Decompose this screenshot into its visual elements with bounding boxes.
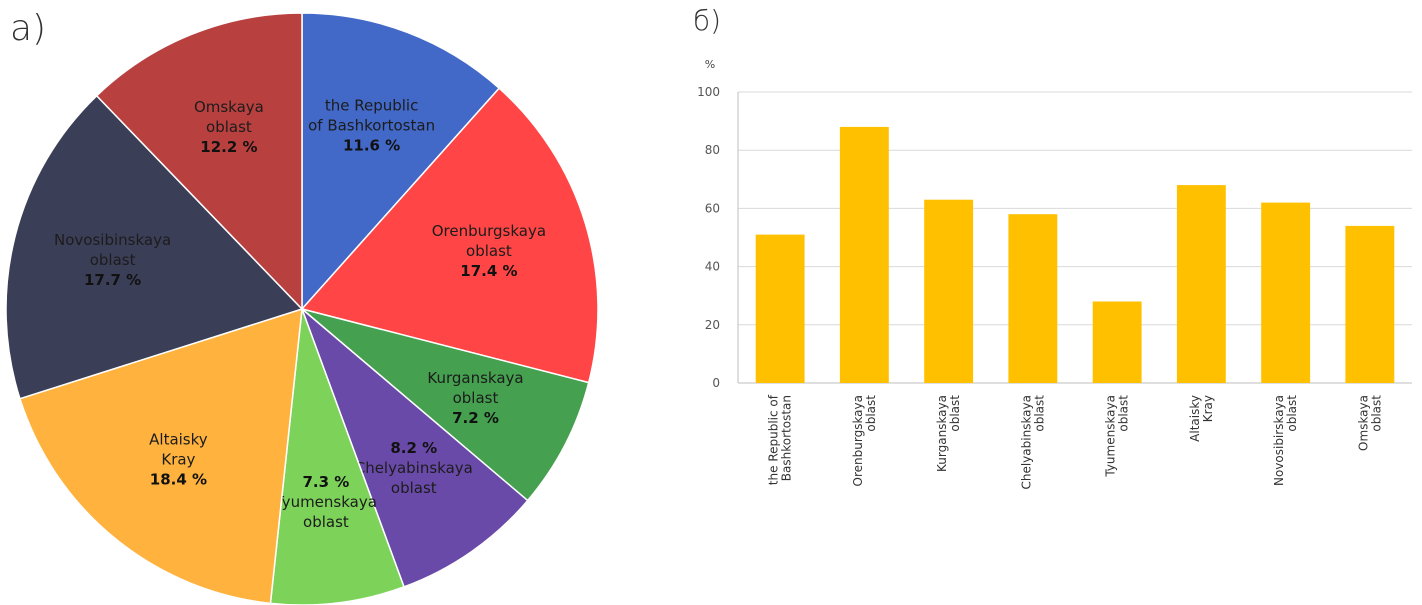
y-tick-label: 100 [697,85,720,99]
pie-slice [301,308,590,502]
pie-slice [95,12,303,311]
pie-slice-label: oblast [391,479,437,497]
x-tick-label: Tyumenskaya oblast [1104,395,1131,478]
pie-slice-label: of Bashkortostan [308,117,435,135]
x-tick-label-line: oblast [1117,395,1131,432]
pie-slice-label: oblast [90,251,136,269]
bar-chart: % 0 20 40 60 80 100 the Republic of Bashkortosta… [697,58,1412,490]
y-tick-label: 60 [705,201,720,215]
pie-slice-percent: 17.4 % [460,262,517,280]
pie-slice [269,308,405,605]
pie-slice [301,12,501,311]
x-tick-label-line: Kray [1201,395,1215,422]
x-tick-label-line: oblast [1369,395,1383,432]
pie-slice-label: the Republic [325,97,419,115]
x-tick-label: Orenburgskaya oblast [851,395,878,487]
x-tick-label-line: Bashkortostan [780,395,794,481]
pie-slice-label: Altaisky [149,430,208,448]
y-tick-label: 80 [705,143,720,157]
x-tick-label: Kurganskaya oblast [935,395,962,472]
x-tick-label-line: oblast [948,395,962,432]
x-tick-label: Novosibirskaya oblast [1272,395,1299,486]
pie-slice [18,307,303,605]
pie-slice-percent: 11.6 % [343,137,400,155]
bar [1008,214,1058,383]
y-tick-label: 0 [712,376,720,390]
x-tick-label-line: Kurganskaya [935,395,949,472]
pie-slice-percent: 18.4 % [150,470,207,488]
x-tick-label-line: oblast [1285,395,1299,432]
x-tick-label: Altaisky Kray [1188,395,1215,442]
pie-slice-percent: 7.2 % [452,409,499,427]
pie-slice-label: Orenburgskaya [432,222,546,240]
x-tick-label-line: Chelyabinskaya [1019,395,1033,490]
pie-slice [300,306,529,588]
pie-panel-letter: a) [10,8,47,49]
pie-slice-label: Novosibinskaya [54,231,171,249]
pie-slice-percent: 7.3 % [302,473,349,491]
pie-slice-percent: 17.7 % [84,271,141,289]
x-tick-label-line: oblast [864,395,878,432]
pie-slice-label: Kray [161,450,195,468]
x-tick-label-line: Tyumenskaya [1104,395,1118,478]
pie-slice [5,94,304,400]
y-tick-label: 40 [705,260,720,274]
bar [839,126,889,384]
pie-slice [300,87,599,384]
x-tick-label-line: Altaisky [1188,395,1202,442]
x-tick-label-line: oblast [1032,395,1046,432]
y-axis-unit: % [705,58,715,71]
x-tick-label: the Republic of Bashkortostan [767,394,794,485]
pie-slice-label: Kurganskaya [427,369,523,387]
pie-slice-label: Omskaya [194,98,264,116]
pie-slice-label: oblast [303,513,349,531]
bar [1345,225,1395,383]
bar [1176,185,1226,383]
x-tick-label: Omskaya oblast [1356,395,1383,451]
bar [1092,301,1142,383]
pie-slice-label: Chelyabinskaya [355,459,473,477]
x-tick-label-line: Omskaya [1356,395,1370,451]
pie-slice-label: Tyumenskaya [274,493,377,511]
pie-slice-label: oblast [466,242,512,260]
bar-panel-letter: б) [693,4,722,37]
y-tick-label: 20 [705,318,720,332]
pie-chart: the Republic of Bashkortostan 11.6 % Orenbu… [5,12,599,605]
bar [924,199,974,383]
bar [755,234,805,383]
x-tick-label: Chelyabinskaya oblast [1019,395,1046,490]
pie-slice-percent: 12.2 % [200,138,257,156]
pie-slice-label: oblast [206,118,252,136]
pie-slice-percent: 8.2 % [390,439,437,457]
x-tick-label-line: Novosibirskaya [1272,395,1286,486]
bar [1261,202,1311,383]
x-tick-label-line: Orenburgskaya [851,395,865,486]
x-tick-label-line: the Republic of [767,394,781,485]
pie-slice-label: oblast [453,389,499,407]
